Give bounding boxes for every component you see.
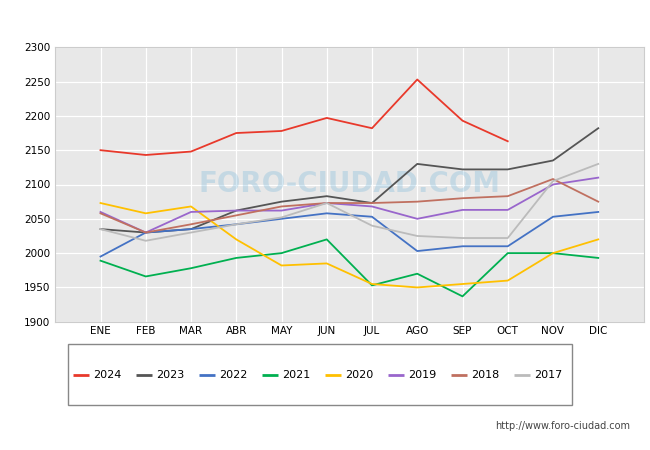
- FancyBboxPatch shape: [68, 344, 572, 405]
- Text: 2024: 2024: [94, 369, 122, 380]
- Text: 2018: 2018: [471, 369, 499, 380]
- Text: 2023: 2023: [157, 369, 185, 380]
- Text: 2022: 2022: [220, 369, 248, 380]
- Text: Afiliados en Oroso a 30/9/2024: Afiliados en Oroso a 30/9/2024: [186, 14, 464, 33]
- Text: 2017: 2017: [534, 369, 562, 380]
- Text: 2019: 2019: [408, 369, 437, 380]
- Text: FORO-CIUDAD.COM: FORO-CIUDAD.COM: [198, 171, 500, 198]
- Text: http://www.foro-ciudad.com: http://www.foro-ciudad.com: [495, 421, 630, 431]
- Text: 2020: 2020: [345, 369, 374, 380]
- Text: 2021: 2021: [282, 369, 311, 380]
